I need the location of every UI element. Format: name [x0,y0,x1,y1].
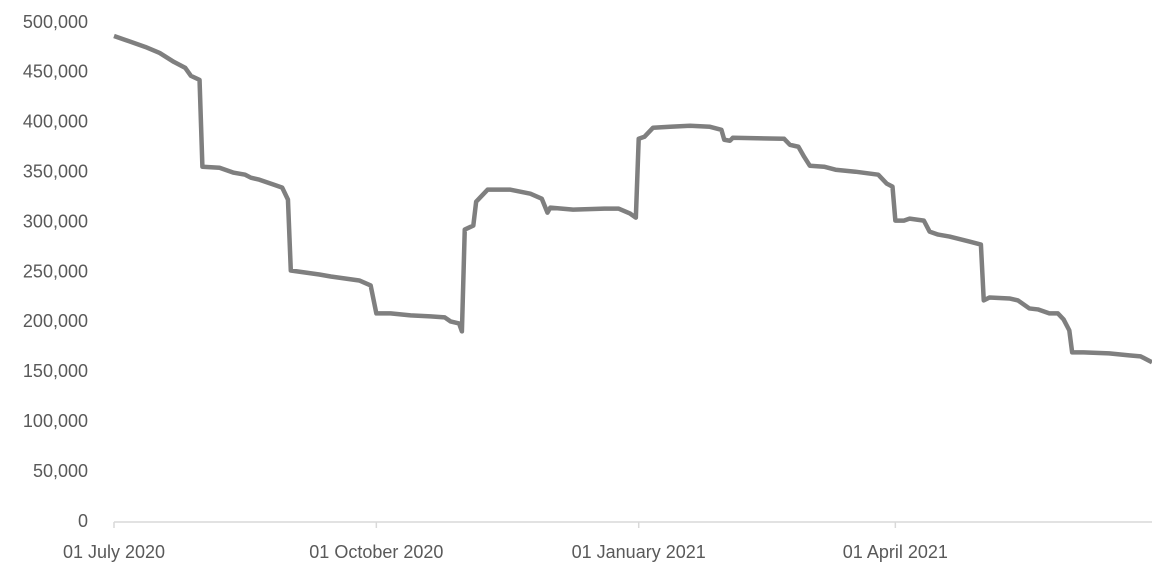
y-tick-label: 250,000 [23,261,88,281]
y-tick-label: 450,000 [23,62,88,82]
y-tick-label: 500,000 [23,12,88,32]
x-tick-label: 01 January 2021 [572,542,706,562]
y-tick-label: 0 [78,511,88,531]
x-tick-label: 01 October 2020 [309,542,443,562]
x-tick-label: 01 April 2021 [843,542,948,562]
y-tick-label: 300,000 [23,211,88,231]
y-tick-label: 350,000 [23,161,88,181]
y-tick-label: 400,000 [23,112,88,132]
y-tick-label: 150,000 [23,361,88,381]
x-tick-label: 01 July 2020 [63,542,165,562]
y-tick-label: 100,000 [23,411,88,431]
y-tick-label: 50,000 [33,461,88,481]
data-line [113,33,1152,365]
y-tick-label: 200,000 [23,311,88,331]
